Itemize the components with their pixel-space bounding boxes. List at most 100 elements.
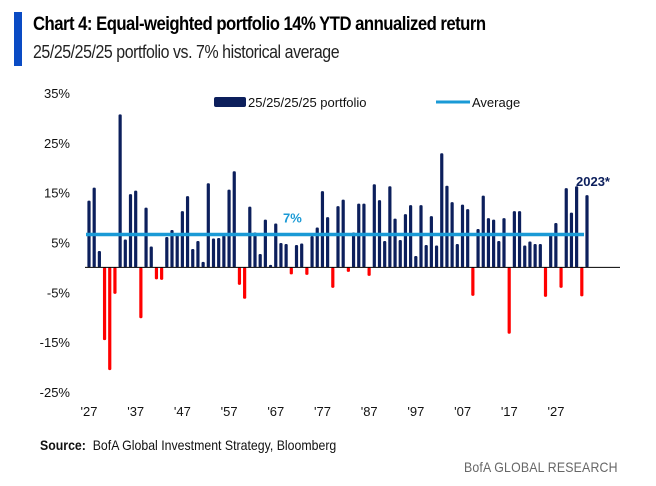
bar-1962 [268, 264, 273, 268]
bar-1998 [455, 244, 459, 268]
x-tick-label: '97 [407, 404, 424, 419]
x-tick-label: '27 [548, 404, 565, 419]
bar-2008 [507, 267, 511, 334]
bar-1929 [97, 250, 101, 268]
bar-1948 [196, 241, 200, 268]
bar-1967 [294, 244, 299, 268]
bar-2010 [517, 211, 522, 268]
bar-1987 [398, 240, 402, 268]
bar-1952 [217, 238, 221, 268]
bar-2004 [486, 218, 491, 268]
bar-1961 [263, 219, 267, 268]
bar-2020 [569, 212, 574, 268]
source-label: Source: [40, 437, 86, 453]
bar-1942 [165, 237, 169, 268]
bar-1932 [113, 267, 117, 294]
bar-1972 [320, 191, 325, 268]
bar-1931 [108, 267, 112, 371]
bar-1992 [424, 244, 428, 268]
source-text: BofA Global Investment Strategy, Bloombe… [92, 437, 337, 453]
bar-1990 [414, 255, 418, 268]
x-tick-label: '47 [174, 404, 191, 419]
bar-2007 [502, 218, 506, 268]
bar-2016 [549, 233, 553, 268]
y-tick-label: 5% [51, 236, 70, 251]
bar-1963 [274, 223, 278, 268]
bar-1995 [440, 153, 444, 268]
bar-1928 [92, 187, 96, 268]
title-accent-bar [14, 12, 22, 66]
bar-2013 [533, 244, 537, 268]
bar-1933 [118, 114, 122, 268]
x-tick-label: '07 [454, 404, 471, 419]
bar-1960 [258, 253, 262, 268]
bar-1993 [429, 216, 433, 268]
chart-title: Chart 4: Equal-weighted portfolio 14% YT… [33, 14, 486, 35]
bar-1938 [144, 207, 148, 268]
bar-1965 [284, 244, 288, 268]
current-year-label: 2023* [576, 174, 611, 189]
bar-1988 [403, 214, 408, 268]
bar-1946 [185, 196, 190, 268]
bar-1943 [170, 230, 174, 268]
legend-swatch-portfolio [214, 97, 246, 107]
bar-1978 [351, 232, 356, 268]
bar-1984 [383, 241, 387, 268]
legend-label-portfolio: 25/25/25/25 portfolio [248, 95, 367, 110]
bar-1968 [300, 243, 304, 268]
bar-2023 [585, 195, 589, 268]
chart-subtitle: 25/25/25/25 portfolio vs. 7% historical … [33, 41, 340, 62]
y-tick-label: 25% [44, 136, 70, 151]
bar-1985 [388, 186, 392, 268]
bar-1939 [149, 246, 153, 268]
bar-1934 [123, 239, 127, 268]
bar-1973 [326, 217, 330, 268]
bar-2006 [497, 241, 501, 268]
x-tick-label: '27 [81, 404, 98, 419]
y-tick-label: -5% [47, 285, 71, 300]
bar-1982 [372, 184, 376, 268]
bar-1974 [331, 267, 335, 288]
bar-1947 [191, 248, 195, 268]
x-tick-label: '67 [267, 404, 284, 419]
bar-1966 [289, 267, 293, 275]
y-tick-label: 15% [44, 186, 70, 201]
bar-1958 [248, 206, 252, 268]
bar-1945 [180, 211, 184, 268]
bar-1955 [232, 171, 236, 268]
y-tick-label: 35% [44, 86, 70, 101]
x-tick-label: '37 [127, 404, 144, 419]
bar-2000 [466, 209, 470, 268]
bar-2022 [580, 267, 584, 297]
y-axis-ticks: 35% 25% 15% 5% -5% -15% -25% [40, 86, 71, 400]
bar-1951 [211, 238, 216, 268]
bar-2001 [471, 267, 475, 296]
bar-2019 [564, 188, 568, 268]
bar-1975 [336, 206, 340, 268]
bar-1986 [393, 218, 397, 268]
bar-1981 [367, 267, 371, 276]
bar-1949 [201, 261, 205, 268]
bar-1953 [222, 235, 226, 268]
source-note: Source: BofA Global Investment Strategy,… [40, 437, 336, 453]
legend: 25/25/25/25 portfolio Average [214, 95, 520, 110]
bar-1971 [315, 227, 319, 268]
bar-1936 [134, 190, 138, 268]
bar-2003 [481, 195, 485, 268]
x-tick-label: '17 [501, 404, 518, 419]
bar-1956 [237, 267, 242, 285]
x-tick-label: '77 [314, 404, 331, 419]
bar-1964 [279, 243, 283, 268]
bar-1970 [310, 236, 314, 268]
bar-2009 [512, 211, 516, 268]
bar-1935 [128, 194, 133, 268]
bar-1957 [243, 267, 247, 299]
y-tick-label: -25% [40, 385, 71, 400]
bar-1930 [102, 267, 107, 341]
bar-2015 [543, 267, 548, 297]
bar-1954 [227, 189, 231, 268]
bar-1944 [175, 235, 179, 268]
bar-2012 [528, 241, 532, 268]
x-axis-ticks: '27 '37 '47 '57 '67 '77 '87 '97 '07 '17 '27 [81, 404, 565, 419]
bar-2018 [559, 267, 563, 288]
